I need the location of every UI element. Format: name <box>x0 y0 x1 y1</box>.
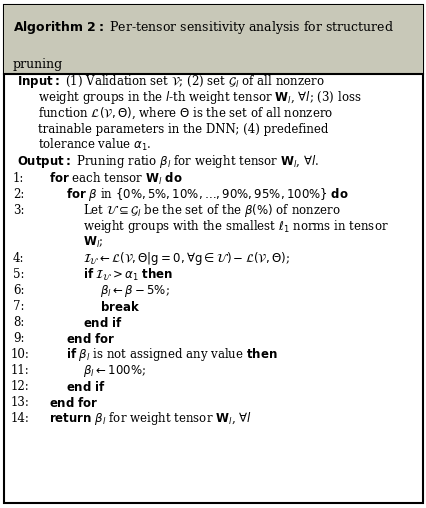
Text: $\mathbf{end\ if}$: $\mathbf{end\ if}$ <box>66 380 106 394</box>
Text: $\mathbf{Input:}$ (1) Validation set $\mathcal{V}$; (2) set $\mathcal{G}_l$ of a: $\mathbf{Input:}$ (1) Validation set $\m… <box>17 73 324 90</box>
Text: $\mathbf{for}\ \beta$ in $\{0\%,5\%,10\%,\ldots,90\%,95\%,100\%\}$ $\mathbf{do}$: $\mathbf{for}\ \beta$ in $\{0\%,5\%,10\%… <box>66 186 348 203</box>
Text: 11:: 11: <box>11 364 29 377</box>
Text: 6:: 6: <box>13 284 24 297</box>
Text: 3:: 3: <box>13 204 24 217</box>
Text: 13:: 13: <box>11 396 29 409</box>
Text: $\mathbf{end\ for}$: $\mathbf{end\ for}$ <box>66 332 115 346</box>
Text: 14:: 14: <box>11 412 29 425</box>
Text: $\beta_l \leftarrow \beta - 5\%$;: $\beta_l \leftarrow \beta - 5\%$; <box>100 283 170 299</box>
Text: 1:: 1: <box>13 172 24 185</box>
Text: $\mathbf{Output:}$ Pruning ratio $\beta_l$ for weight tensor $\mathbf{W}_l$, $\f: $\mathbf{Output:}$ Pruning ratio $\beta_… <box>17 153 319 170</box>
Text: function $\mathcal{L}(\mathcal{V}, \Theta)$, where $\Theta$ is the set of all no: function $\mathcal{L}(\mathcal{V}, \Thet… <box>38 106 333 121</box>
Text: $\mathbf{if}\ \mathcal{I}_\mathcal{U} > \alpha_1$ $\mathbf{then}$: $\mathbf{if}\ \mathcal{I}_\mathcal{U} > … <box>83 267 173 283</box>
Bar <box>4 5 422 74</box>
Text: $\beta_l \leftarrow 100\%$;: $\beta_l \leftarrow 100\%$; <box>83 363 146 379</box>
Text: $\mathbf{for}$ each tensor $\mathbf{W}_l$ $\mathbf{do}$: $\mathbf{for}$ each tensor $\mathbf{W}_l… <box>49 171 182 187</box>
Text: $\mathbf{return}\ \beta_l$ for weight tensor $\mathbf{W}_l$, $\forall l$: $\mathbf{return}\ \beta_l$ for weight te… <box>49 410 251 427</box>
Text: 5:: 5: <box>13 268 24 281</box>
Text: 2:: 2: <box>13 188 24 201</box>
Text: 4:: 4: <box>13 252 24 265</box>
Text: 8:: 8: <box>13 316 24 329</box>
Text: $\mathbf{break}$: $\mathbf{break}$ <box>100 300 140 314</box>
Text: 12:: 12: <box>11 380 29 393</box>
Text: $\mathbf{end\ for}$: $\mathbf{end\ for}$ <box>49 396 98 410</box>
Text: 7:: 7: <box>13 300 24 313</box>
Text: $\mathbf{if}\ \beta_l$ is not assigned any value $\mathbf{then}$: $\mathbf{if}\ \beta_l$ is not assigned a… <box>66 346 277 363</box>
Text: weight groups in the $l$-th weight tensor $\mathbf{W}_l$, $\forall l$; (3) loss: weight groups in the $l$-th weight tenso… <box>38 89 361 106</box>
Text: $\mathcal{I}_\mathcal{U} \leftarrow \mathcal{L}(\mathcal{V}, \Theta|\mathrm{g}=0: $\mathcal{I}_\mathcal{U} \leftarrow \mat… <box>83 250 290 267</box>
Text: 10:: 10: <box>11 348 29 361</box>
Text: pruning: pruning <box>13 58 63 71</box>
Text: $\mathbf{W}_l$;: $\mathbf{W}_l$; <box>83 235 104 250</box>
Text: trainable parameters in the DNN; (4) predefined: trainable parameters in the DNN; (4) pre… <box>38 123 328 136</box>
Text: tolerance value $\alpha_1$.: tolerance value $\alpha_1$. <box>38 137 152 153</box>
Text: $\bf{Algorithm\ 2:}$ Per-tensor sensitivity analysis for structured: $\bf{Algorithm\ 2:}$ Per-tensor sensitiv… <box>13 19 393 37</box>
Text: $\mathbf{end\ if}$: $\mathbf{end\ if}$ <box>83 316 123 330</box>
Text: weight groups with the smallest $\ell_1$ norms in tensor: weight groups with the smallest $\ell_1$… <box>83 218 388 235</box>
Text: 9:: 9: <box>13 332 24 345</box>
Text: Let $\mathcal{U} \subseteq \mathcal{G}_l$ be the set of the $\beta(\%)$ of nonze: Let $\mathcal{U} \subseteq \mathcal{G}_l… <box>83 202 340 219</box>
